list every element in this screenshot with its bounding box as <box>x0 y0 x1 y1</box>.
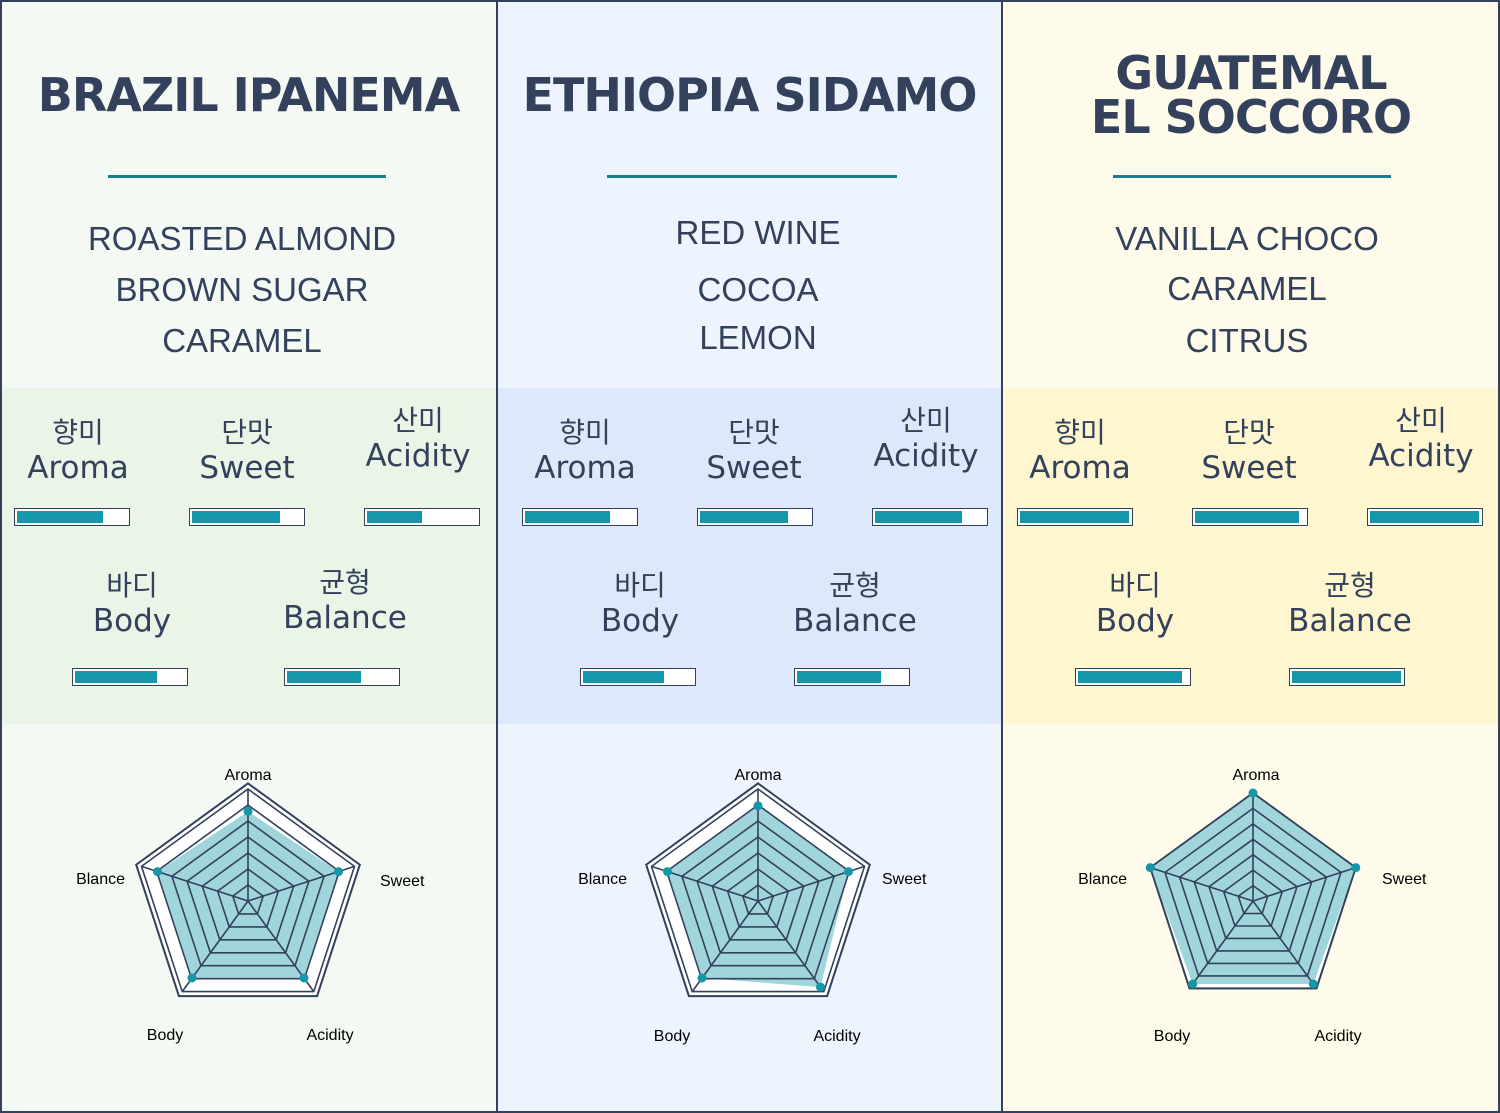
attribute-english: Sweet <box>706 450 802 486</box>
attribute-label: 향미 Aroma <box>0 416 158 486</box>
attribute-bar-fill <box>875 511 963 523</box>
coffee-name: BRAZIL IPANEMA <box>37 68 460 122</box>
attribute-bar-fill <box>797 671 881 683</box>
attribute-bar-fill <box>1020 511 1129 523</box>
attribute-english: Aroma <box>534 450 636 486</box>
attribute-label: 바디 Body <box>560 569 720 639</box>
attribute-bar <box>794 668 910 686</box>
attribute-korean: 바디 <box>106 569 158 602</box>
attribute-korean: 단맛 <box>728 416 780 449</box>
attribute-korean: 향미 <box>52 416 104 449</box>
attribute-bar-fill <box>367 511 422 523</box>
attribute-english: Body <box>600 603 680 639</box>
coffee-name: ETHIOPIA SIDAMO <box>522 68 978 122</box>
attribute-korean: 산미 <box>900 404 952 437</box>
attribute-english: Aroma <box>1029 450 1131 486</box>
attribute-english: Acidity <box>1368 438 1474 474</box>
attribute-label: 균형 Balance <box>1270 569 1430 639</box>
attribute-korean: 단맛 <box>221 416 273 449</box>
attribute-label: 바디 Body <box>52 569 212 639</box>
column-divider <box>1001 0 1003 1113</box>
attribute-english: Aroma <box>27 450 129 486</box>
attribute-label: 바디 Body <box>1055 569 1215 639</box>
attribute-bar <box>364 508 480 526</box>
attribute-bar <box>872 508 988 526</box>
attribute-label: 단맛 Sweet <box>674 416 834 486</box>
attribute-bar <box>1367 508 1483 526</box>
attribute-bar-fill <box>1292 671 1401 683</box>
attribute-bar <box>72 668 188 686</box>
attribute-bar <box>1289 668 1405 686</box>
attribute-english: Balance <box>1288 603 1412 639</box>
flavor-note: CITRUS <box>1185 322 1309 359</box>
attribute-english: Sweet <box>199 450 295 486</box>
attribute-label: 단맛 Sweet <box>167 416 327 486</box>
attribute-english: Body <box>1095 603 1175 639</box>
attribute-korean: 바디 <box>1109 569 1161 602</box>
title-underline <box>607 175 897 178</box>
attribute-label: 산미 Acidity <box>338 404 498 474</box>
attribute-bar-fill <box>700 511 789 523</box>
title-underline <box>1113 175 1391 178</box>
title-underline <box>108 175 386 178</box>
coffee-column-brazil: BRAZIL IPANEMA ROASTED ALMOND BROWN SUGAR C… <box>0 0 497 1113</box>
column-divider <box>496 0 498 1113</box>
attribute-label: 산미 Acidity <box>846 404 1006 474</box>
attribute-english: Balance <box>793 603 917 639</box>
attribute-korean: 균형 <box>1324 569 1376 602</box>
attribute-bar <box>1075 668 1191 686</box>
flavor-note: CARAMEL <box>162 322 322 359</box>
flavor-note: CARAMEL <box>1167 270 1327 307</box>
attribute-korean: 산미 <box>392 404 444 437</box>
attribute-label: 산미 Acidity <box>1341 404 1500 474</box>
attribute-bar <box>14 508 130 526</box>
attribute-bar <box>580 668 696 686</box>
attribute-bar-fill <box>1078 671 1182 683</box>
flavor-note: VANILLA CHOCO <box>1115 220 1379 257</box>
attribute-english: Balance <box>283 600 407 636</box>
attribute-english: Acidity <box>873 438 979 474</box>
flavor-note: COCOA <box>697 271 819 308</box>
attribute-korean: 단맛 <box>1223 416 1275 449</box>
attribute-korean: 향미 <box>559 416 611 449</box>
attribute-english: Body <box>92 603 172 639</box>
attribute-bar <box>189 508 305 526</box>
attribute-label: 향미 Aroma <box>1000 416 1160 486</box>
attribute-korean: 산미 <box>1395 404 1447 437</box>
attribute-bar <box>284 668 400 686</box>
attribute-korean: 바디 <box>614 569 666 602</box>
attribute-label: 균형 Balance <box>775 569 935 639</box>
attribute-korean: 균형 <box>829 569 881 602</box>
coffee-name: GUATEMAL EL SOCCORO <box>1090 46 1412 144</box>
attribute-label: 단맛 Sweet <box>1169 416 1329 486</box>
attribute-bar-fill <box>17 511 104 523</box>
attribute-bar-fill <box>192 511 281 523</box>
flavor-note: RED WINE <box>675 214 841 251</box>
flavor-note: ROASTED ALMOND <box>87 220 397 257</box>
flavor-note: BROWN SUGAR <box>115 271 369 308</box>
attribute-korean: 균형 <box>319 566 371 599</box>
attribute-english: Sweet <box>1201 450 1297 486</box>
attribute-bar-fill <box>1370 511 1479 523</box>
attribute-bar <box>1017 508 1133 526</box>
attribute-bar-fill <box>287 671 362 683</box>
flavor-note: LEMON <box>699 319 817 356</box>
attribute-bar <box>697 508 813 526</box>
attribute-label: 향미 Aroma <box>505 416 665 486</box>
attribute-bar-fill <box>75 671 157 683</box>
attribute-bar-fill <box>583 671 664 683</box>
attribute-bar <box>522 508 638 526</box>
attribute-english: Acidity <box>365 438 471 474</box>
attribute-label: 균형 Balance <box>265 566 425 636</box>
attribute-bar <box>1192 508 1308 526</box>
attribute-bar-fill <box>525 511 611 523</box>
attribute-korean: 향미 <box>1054 416 1106 449</box>
attribute-bar-fill <box>1195 511 1299 523</box>
